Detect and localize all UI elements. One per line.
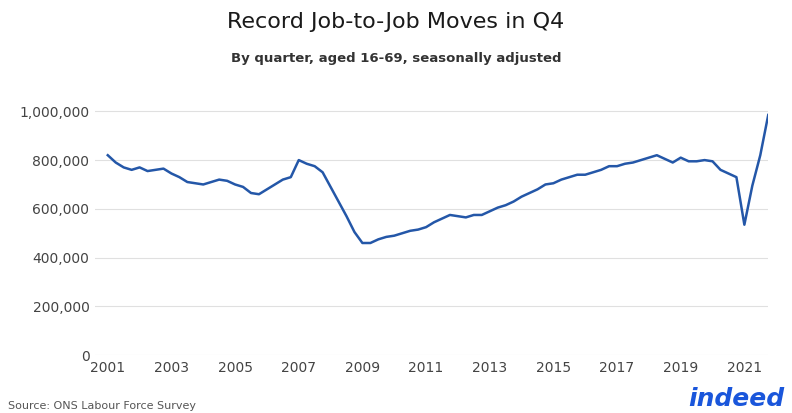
Text: indeed: indeed: [688, 387, 784, 411]
Text: By quarter, aged 16-69, seasonally adjusted: By quarter, aged 16-69, seasonally adjus…: [230, 52, 562, 64]
Text: Record Job-to-Job Moves in Q4: Record Job-to-Job Moves in Q4: [227, 12, 565, 32]
Text: Source: ONS Labour Force Survey: Source: ONS Labour Force Survey: [8, 401, 196, 411]
